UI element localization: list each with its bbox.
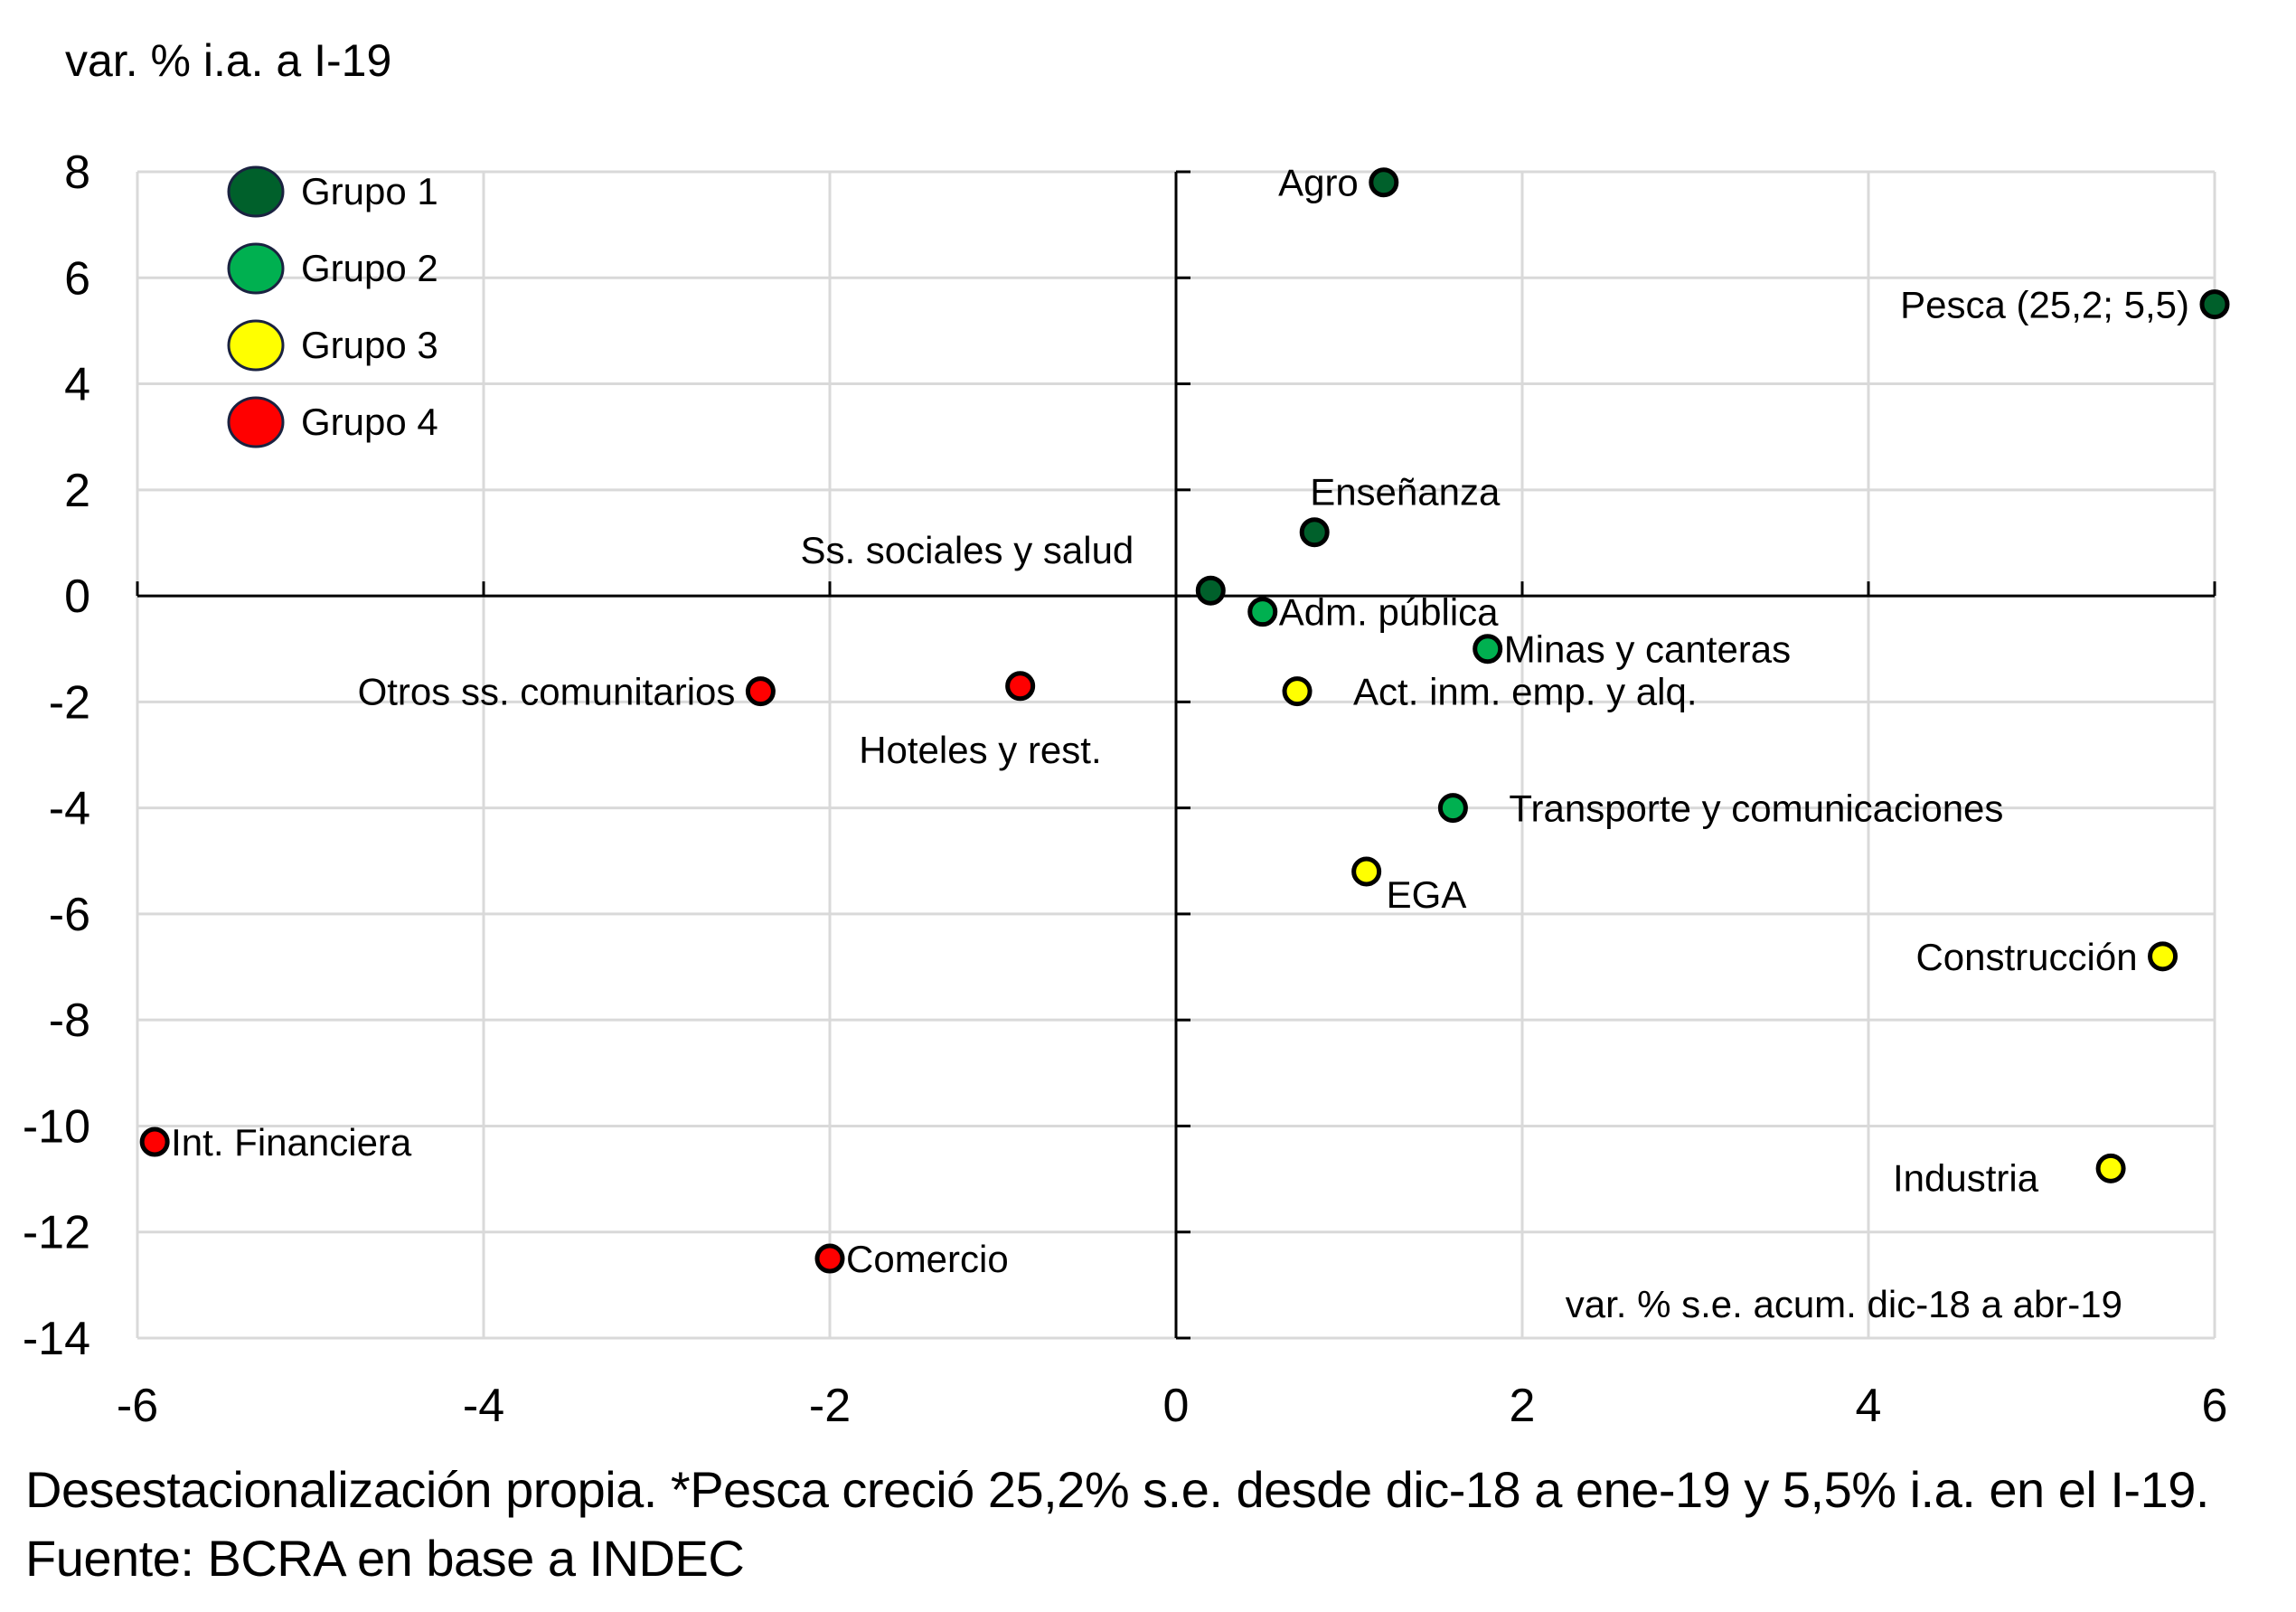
data-point [1005, 671, 1036, 702]
tick-labels: 8 6 4 2 0 -2 -4 -6 -8 -10 -12 -14 -6 -4 -2 0 2 4 6 [23, 146, 2228, 1432]
legend: Grupo 1 Grupo 2 Grupo 3 Grupo 4 [227, 165, 438, 448]
y-tick-label: 2 [64, 465, 90, 517]
point-label: Int. Financiera [171, 1121, 412, 1164]
y-tick-label: 0 [64, 570, 90, 623]
footnote: Desestacionalización propia. *Pesca crec… [25, 1461, 2209, 1587]
point-label: Construcción [1915, 936, 2137, 978]
x-tick-label: 2 [1510, 1380, 1536, 1432]
legend-label: Grupo 2 [301, 247, 438, 289]
point-label: Hoteles y rest. [859, 729, 1101, 771]
y-axis-title: var. % i.a. a I-19 [65, 35, 392, 86]
point-label: Adm. pública [1279, 591, 1499, 634]
legend-marker [227, 396, 285, 448]
point-label: Agro [1278, 162, 1359, 204]
legend-label: Grupo 3 [301, 324, 438, 366]
y-tick-label: -14 [23, 1313, 90, 1365]
y-tick-label: -8 [49, 995, 90, 1047]
point-label: Otros ss. comunitarios [358, 671, 736, 713]
legend-marker [227, 165, 285, 218]
data-point [1282, 676, 1313, 707]
y-tick-label: -2 [49, 676, 90, 729]
data-point [2199, 289, 2230, 320]
legend-marker [227, 242, 285, 295]
y-tick-label: -12 [23, 1207, 90, 1259]
y-tick-label: 6 [64, 252, 90, 305]
data-point [1473, 634, 1503, 665]
legend-label: Grupo 1 [301, 170, 438, 212]
x-tick-label: 0 [1163, 1380, 1190, 1432]
y-tick-label: -10 [23, 1100, 90, 1153]
point-label: Transporte y comunicaciones [1509, 787, 2003, 830]
data-point [1351, 856, 1382, 887]
data-point [814, 1243, 845, 1274]
x-axis-title: var. % s.e. acum. dic-18 a abr-19 [1566, 1283, 2122, 1325]
y-tick-label: 4 [64, 359, 90, 411]
data-point [2148, 941, 2178, 972]
data-points [139, 167, 2230, 1274]
y-tick-label: 8 [64, 146, 90, 199]
y-tick-label: -4 [49, 783, 90, 835]
data-point [2095, 1153, 2126, 1183]
y-tick-label: -6 [49, 889, 90, 941]
point-labels: Agro Pesca (25,2; 5,5) Enseñanza Ss. social… [171, 162, 2189, 1280]
data-point [745, 676, 776, 707]
data-point [1195, 575, 1226, 606]
point-label: Minas y canteras [1504, 628, 1791, 671]
legend-marker [227, 319, 285, 372]
data-point [1369, 167, 1399, 198]
point-label: Comercio [846, 1238, 1009, 1280]
point-label: Ss. sociales y salud [800, 529, 1134, 571]
data-point [139, 1127, 170, 1157]
x-tick-label: -4 [463, 1380, 504, 1432]
point-label: Act. inm. emp. y alq. [1353, 671, 1697, 713]
data-point [1299, 517, 1330, 548]
axes [136, 170, 2216, 1340]
point-label: Industria [1893, 1156, 2039, 1199]
x-tick-label: -2 [809, 1380, 851, 1432]
point-label: Pesca (25,2; 5,5) [1900, 284, 2189, 326]
data-point [1247, 597, 1278, 627]
x-tick-label: 4 [1856, 1380, 1882, 1432]
x-tick-label: 6 [2202, 1380, 2228, 1432]
x-tick-label: -6 [117, 1380, 158, 1432]
point-label: EGA [1387, 873, 1467, 916]
point-label: Enseñanza [1310, 471, 1501, 514]
legend-label: Grupo 4 [301, 401, 438, 443]
data-point [1437, 793, 1468, 824]
